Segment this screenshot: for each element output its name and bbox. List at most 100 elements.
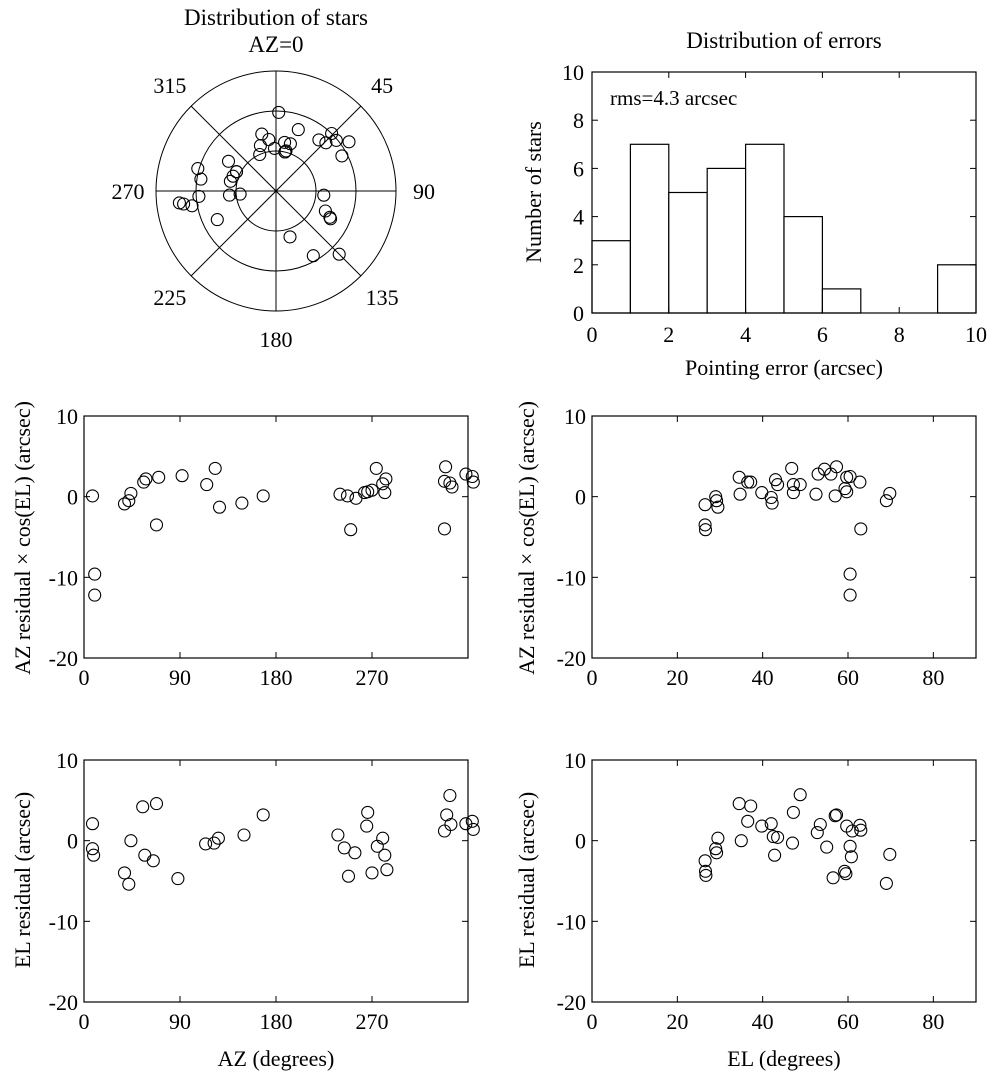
s3-ylabel: AZ residual × cos(EL) (arcsec) xyxy=(514,401,539,675)
star-point xyxy=(335,149,349,163)
data-point xyxy=(256,489,270,503)
star-point xyxy=(253,147,267,162)
histogram-bar xyxy=(706,167,747,314)
data-point xyxy=(883,847,897,861)
x-tick-label: 270 xyxy=(356,665,389,690)
star-point xyxy=(283,230,297,244)
data-point xyxy=(466,822,480,836)
hist-xlabel: Pointing error (arcsec) xyxy=(685,355,883,380)
data-point xyxy=(711,831,725,845)
star-point xyxy=(329,133,343,147)
data-point xyxy=(337,841,351,855)
data-point xyxy=(829,460,844,474)
data-point xyxy=(379,472,393,486)
data-point xyxy=(786,486,800,500)
data-point xyxy=(844,850,858,864)
data-point xyxy=(826,871,840,885)
data-point xyxy=(755,486,769,500)
x-tick-label: 180 xyxy=(260,1009,293,1034)
data-point xyxy=(149,797,164,811)
x-tick-label: 80 xyxy=(922,1009,944,1034)
y-tick-label: -20 xyxy=(49,646,78,671)
hist-annotation: rms=4.3 arcsec xyxy=(610,86,737,110)
data-point xyxy=(465,814,479,828)
data-point xyxy=(764,490,778,505)
polar-spoke xyxy=(190,105,362,277)
data-point xyxy=(87,848,101,862)
hist-frame xyxy=(591,71,977,314)
data-point xyxy=(854,823,868,837)
data-point xyxy=(710,846,724,860)
data-point xyxy=(732,797,746,811)
data-point xyxy=(378,486,392,500)
star-point xyxy=(226,169,240,183)
polar-angle-label: 315 xyxy=(153,73,186,98)
data-point xyxy=(853,475,867,489)
star-point xyxy=(177,197,191,211)
data-point xyxy=(445,480,459,494)
data-point xyxy=(136,800,150,814)
data-point xyxy=(333,487,347,501)
data-point xyxy=(444,817,458,832)
hist-ylabel: Number of stars xyxy=(521,121,546,263)
data-point xyxy=(786,805,800,819)
data-point xyxy=(744,475,758,489)
star-point xyxy=(192,189,206,203)
plot-frame xyxy=(591,759,977,1003)
data-point xyxy=(124,486,138,500)
x-tick-label: 2 xyxy=(663,322,674,347)
data-point xyxy=(149,518,164,532)
star-point xyxy=(222,188,237,202)
x-tick-label: 8 xyxy=(894,322,905,347)
polar-star-map: Distribution of stars AZ=0 45 90 135 180 225… xyxy=(112,5,436,352)
y-tick-label: 4 xyxy=(573,205,584,230)
el-residual-vs-az-plot: EL residual (arcsec) AZ (degrees) 0 90 180… xyxy=(10,748,480,1071)
plot-frame xyxy=(83,759,469,1003)
data-point xyxy=(734,834,748,848)
y-tick-label: 0 xyxy=(573,301,584,326)
data-point xyxy=(771,478,785,492)
star-point xyxy=(185,199,199,213)
data-point xyxy=(771,830,785,844)
data-point xyxy=(466,475,480,489)
data-point xyxy=(459,467,473,481)
y-tick-label: 10 xyxy=(562,60,584,85)
x-tick-label: 180 xyxy=(260,665,293,690)
data-point xyxy=(171,872,185,886)
star-point xyxy=(324,212,338,226)
x-tick-label: 60 xyxy=(837,665,859,690)
data-point xyxy=(360,819,374,833)
star-point xyxy=(272,105,286,119)
s2-ylabel: AZ residual × cos(EL) (arcsec) xyxy=(10,401,35,675)
histogram-bar xyxy=(821,288,862,314)
y-tick-label: 10 xyxy=(564,748,586,773)
star-point xyxy=(332,247,346,261)
data-point xyxy=(883,486,897,500)
hist-title: Distribution of errors xyxy=(686,28,882,53)
data-point xyxy=(765,496,779,510)
data-point xyxy=(369,461,383,475)
plot-frame xyxy=(591,415,977,659)
data-point xyxy=(175,469,189,483)
y-tick-label: 2 xyxy=(573,253,584,278)
data-point xyxy=(365,866,379,880)
data-point xyxy=(237,828,251,842)
data-point xyxy=(786,478,800,492)
x-tick-label: 90 xyxy=(169,665,191,690)
x-tick-label: 270 xyxy=(356,1009,389,1034)
data-point xyxy=(137,475,151,489)
data-point xyxy=(331,828,345,842)
data-point xyxy=(146,854,160,868)
data-point xyxy=(440,808,454,822)
star-point xyxy=(221,154,236,168)
star-point xyxy=(325,126,339,141)
data-point xyxy=(235,496,249,510)
polar-angle-label: 135 xyxy=(366,285,399,310)
star-point xyxy=(291,123,305,137)
data-point xyxy=(122,494,136,508)
x-tick-label: 80 xyxy=(922,665,944,690)
star-point xyxy=(312,133,326,147)
data-point xyxy=(810,826,824,840)
data-point xyxy=(122,877,136,891)
data-point xyxy=(828,809,842,823)
